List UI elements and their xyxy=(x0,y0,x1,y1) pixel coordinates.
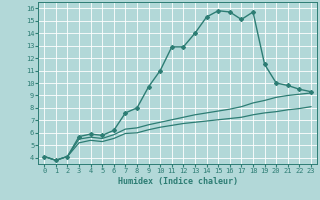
X-axis label: Humidex (Indice chaleur): Humidex (Indice chaleur) xyxy=(118,177,238,186)
